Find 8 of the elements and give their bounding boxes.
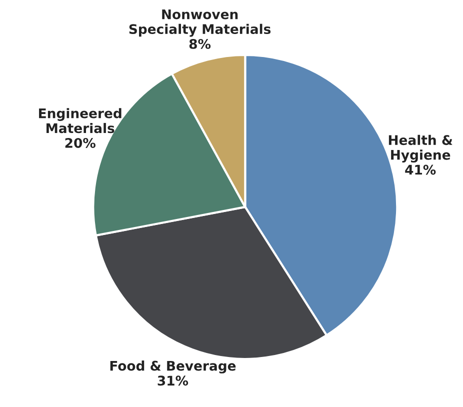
data-label: 20% <box>65 138 96 148</box>
data-label: 31% <box>158 376 188 386</box>
slice-label: Health & Hygiene <box>388 134 452 163</box>
slice-label: Food & Beverage <box>110 360 236 374</box>
slice-label: Engineered Materials <box>39 108 122 134</box>
data-label: 8% <box>189 38 211 49</box>
slice-label: Nonwoven Specialty Materials <box>129 9 271 37</box>
data-label: 41% <box>405 164 436 175</box>
